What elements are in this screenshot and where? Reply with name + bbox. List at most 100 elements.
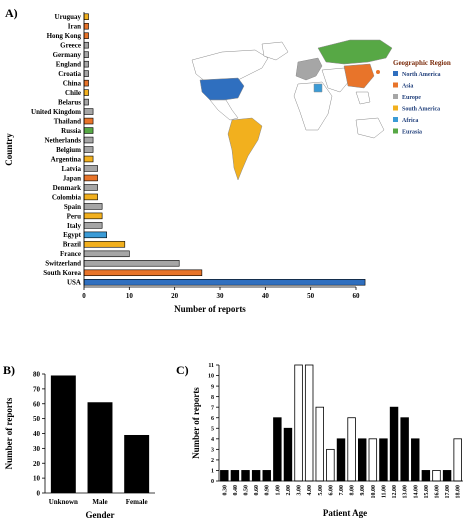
country-bar [83,98,89,106]
age-bar [230,470,240,482]
age-category-label: 4.00 [307,485,313,496]
country-bar [83,127,94,134]
country-bar [83,108,94,115]
country-label: Belgium [56,146,81,154]
y-tick-label: 8 [211,395,214,401]
country-label: United Kingdom [31,108,81,116]
age-category-label: 7.00 [339,485,345,496]
age-bar [283,427,293,482]
legend-entry: Asia [402,84,413,90]
map-landmass [317,39,393,65]
map-landmass [191,49,269,85]
country-label: Argentina [51,155,82,163]
country-label: Egypt [63,231,82,239]
country-label: Japan [63,174,81,182]
age-category-label: 12.00 [392,485,398,499]
age-category-label: 6.00 [328,485,334,496]
country-bar [83,184,98,191]
y-tick-label: 11 [208,363,214,369]
age-bar [357,438,367,482]
legend-swatch [393,82,398,88]
y-tick-label: 10 [33,475,41,483]
panel-c-reports-by-age: C) 0.30 0.40 0.50 0.60 0.90 1.00 2.00 3.00 4.00 5.… [176,363,463,518]
age-category-label: 0.50 [244,485,250,496]
map-landmass [376,70,380,74]
age-category-label: 15.00 [424,485,430,499]
age-bar [315,406,325,482]
legend-swatch [393,117,398,122]
country-label: USA [67,279,81,287]
y-tick-label: 4 [211,437,214,443]
country-label: Iran [68,23,81,31]
age-category-label: 0.90 [265,485,271,496]
country-label: Chile [65,89,81,97]
age-category-label: 8.00 [350,485,356,496]
country-label: Uruguay [55,13,82,21]
x-tick-label: 20 [171,292,179,300]
country-label: Belarus [58,98,81,106]
age-category-label: 10.00 [371,485,377,499]
x-tick-label: 50 [307,292,315,300]
legend-swatch [393,94,398,99]
age-category-label: 0.30 [222,485,228,496]
y-tick-label: 3 [211,448,214,454]
x-axis-title: Gender [86,510,115,520]
y-axis-title: Number of reports [4,397,14,469]
country-bar [83,136,94,144]
age-category-label: 2.00 [286,485,292,496]
gender-bar [87,402,113,493]
y-tick-label: 80 [33,371,41,379]
country-label: Switzerland [45,260,81,268]
country-bar [83,13,89,20]
country-label: Colombia [52,193,82,201]
map-landmass [261,41,289,61]
legend-entry: Europe [402,95,421,101]
legend-title: Geographic Region [393,59,451,67]
panel-c-label: C) [176,363,189,377]
age-bar [442,470,452,482]
country-bar [83,155,94,163]
age-bar [220,470,229,482]
gender-category-label: Male [92,498,107,506]
y-tick-label: 60 [33,400,41,408]
age-category-label: 1.00 [275,485,281,496]
x-tick-label: 60 [353,292,361,300]
y-tick-label: 20 [33,460,41,468]
country-bar [83,203,103,210]
country-bar [83,51,89,58]
country-label: South Korea [43,269,81,277]
y-tick-label: 0 [211,479,214,485]
country-label: Spain [64,203,81,211]
country-bar [83,222,103,229]
age-category-label: 16.00 [434,485,440,499]
y-tick-label: 1 [211,469,214,475]
map-landmass [313,83,323,93]
country-bar [83,241,126,248]
age-category-label: 13.00 [403,485,409,499]
age-bar [262,470,271,482]
legend-entry: Eurasia [402,130,422,136]
country-label: Peru [67,212,81,220]
y-tick-label: 50 [33,415,41,423]
y-tick-label: 40 [33,430,41,438]
country-label: Hong Kong [47,32,82,40]
gender-bar [124,434,150,493]
country-label: Greece [60,42,81,50]
y-tick-label: 9 [211,384,214,390]
y-tick-label: 2 [211,458,214,464]
panel-b-label: B) [3,363,15,377]
gender-category-label: Unknown [49,498,78,506]
age-category-label: 3.00 [297,485,303,496]
age-category-label: 14.00 [413,485,419,499]
age-bar [411,438,420,482]
panel-b-reports-by-gender: B) Unknown Male Female 0 10 20 30 40 50 60 70 80 Gend… [3,363,155,520]
gender-category-label: Female [126,498,148,506]
age-bar [251,470,261,482]
age-bar [241,470,250,482]
country-bar [83,89,89,96]
x-tick-label: 0 [82,292,86,300]
country-bar [83,117,94,125]
age-category-label: 17.00 [445,485,451,499]
